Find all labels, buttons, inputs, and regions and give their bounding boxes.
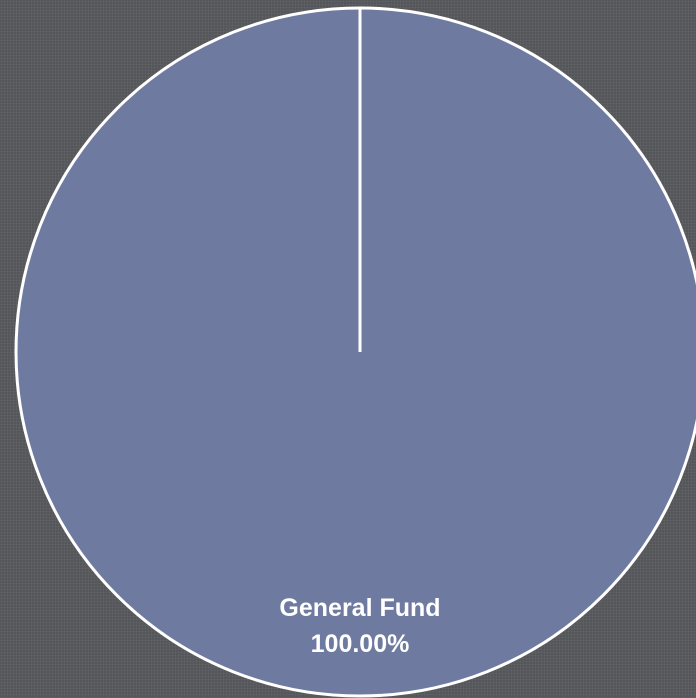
slice-value-label: 100.00%: [311, 630, 410, 658]
pie-slice: [14, 6, 696, 698]
slice-label: General Fund: [279, 594, 440, 622]
